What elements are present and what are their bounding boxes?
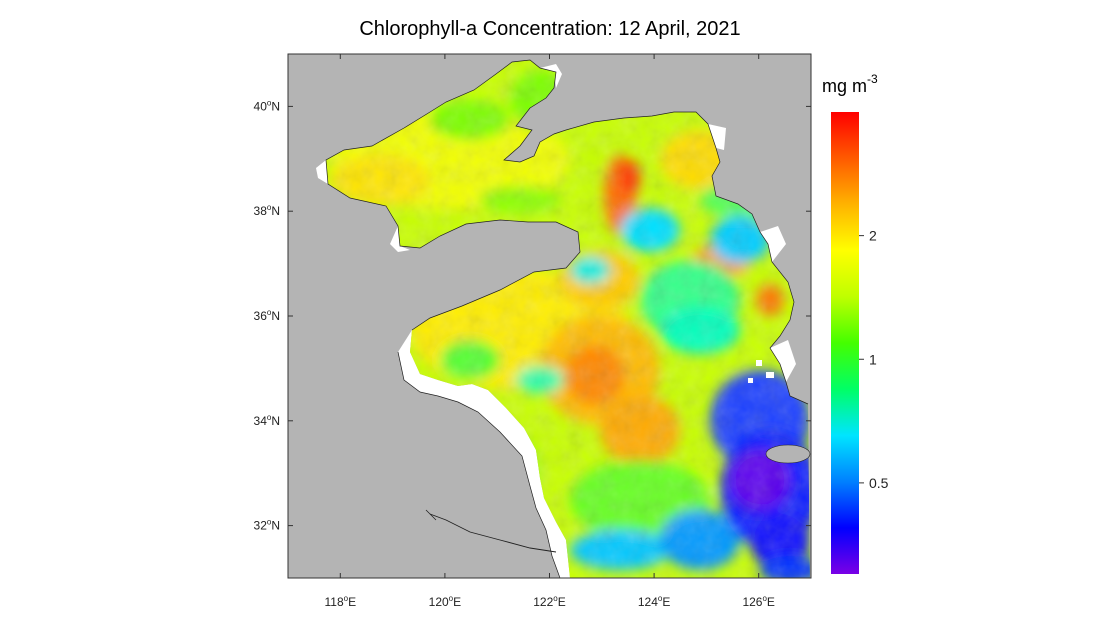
lon-tick-label: 118oE [324, 594, 356, 609]
jeju-island [765, 444, 811, 464]
lat-tick-label: 40oN [254, 98, 280, 113]
river-mouth [425, 509, 437, 521]
lon-tick-label: 124oE [638, 594, 671, 609]
yangtze-river [429, 513, 557, 553]
lat-tick-label: 34oN [254, 413, 280, 428]
cloud-gaps [748, 360, 774, 383]
latitude-axis: 32oN 34oN 36oN 38oN 40oN [254, 98, 811, 533]
coastline [325, 59, 809, 405]
colorbar-unit: mg m-3 [822, 72, 878, 96]
coastline-west [397, 351, 561, 579]
coastal-no-data-area [316, 64, 796, 578]
map-title: Chlorophyll-a Concentration: 12 April, 2… [359, 18, 741, 40]
lon-tick-label: 120oE [429, 594, 462, 609]
lon-tick-label: 122oE [533, 594, 566, 609]
longitude-axis: 118oE 120oE 122oE 124oE 126oE [324, 54, 775, 609]
colorbar-tick-label: 0.5 [869, 475, 889, 491]
lat-tick-label: 32oN [254, 518, 280, 533]
lat-tick-label: 38oN [254, 203, 280, 218]
colorbar-tick-label: 2 [869, 228, 877, 244]
colorbar-ticks: 0.5 1 2 [859, 228, 889, 491]
colorbar-tick-label: 1 [869, 351, 877, 367]
lon-tick-label: 126oE [742, 594, 775, 609]
colorbar [831, 112, 859, 574]
lat-tick-label: 36oN [254, 308, 280, 323]
